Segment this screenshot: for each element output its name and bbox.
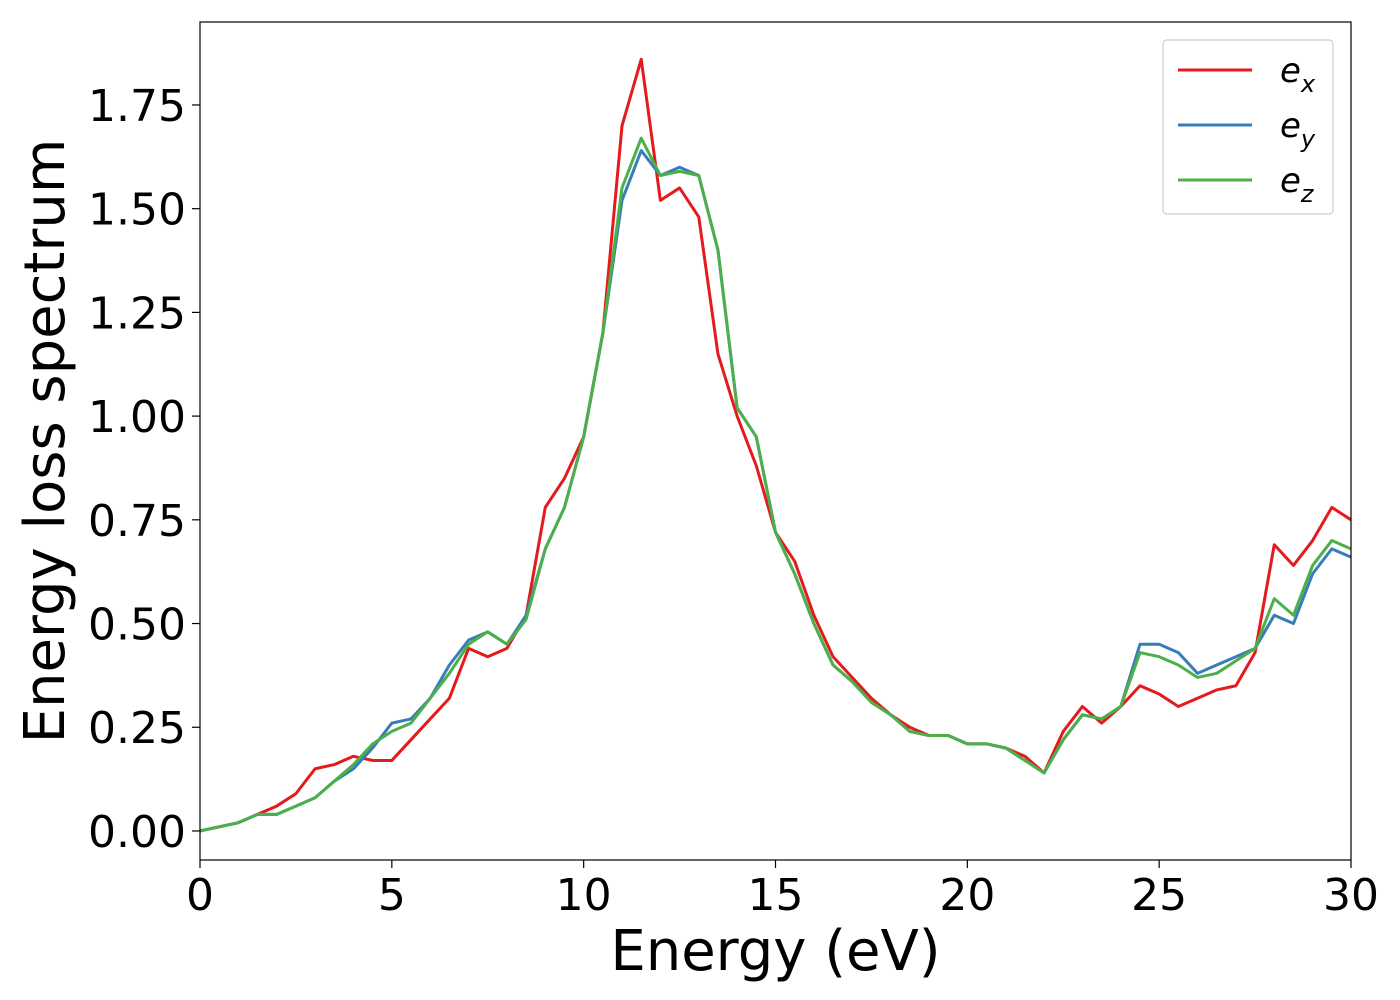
y-axis: 0.00 0.25 0.50 0.75 1.00 1.25 1.50 1.75 — [88, 81, 200, 858]
x-tick-label: 0 — [186, 870, 214, 921]
x-tick-label: 25 — [1131, 870, 1187, 921]
y-axis-label: Energy loss spectrum — [13, 139, 78, 744]
series-line-z — [200, 136, 1351, 833]
x-tick-label: 5 — [378, 870, 406, 921]
y-tick-label: 1.50 — [88, 185, 186, 236]
y-tick-label: 1.75 — [88, 81, 186, 132]
x-tick-label: 10 — [556, 870, 612, 921]
x-tick-label: 20 — [939, 870, 995, 921]
legend: ex ey ez — [1162, 39, 1334, 215]
series-layer — [200, 57, 1351, 833]
y-tick-label: 0.75 — [88, 496, 186, 547]
legend-label-x: ex — [1280, 51, 1316, 98]
y-tick-label: 0.25 — [88, 703, 186, 754]
x-axis: 0 5 10 15 20 25 30 — [186, 860, 1379, 921]
y-tick-label: 1.25 — [88, 288, 186, 339]
y-tick-label: 0.50 — [88, 600, 186, 651]
x-tick-label: 30 — [1323, 870, 1379, 921]
x-tick-label: 15 — [748, 870, 804, 921]
y-tick-label: 1.00 — [88, 392, 186, 443]
x-axis-label: Energy (eV) — [610, 919, 940, 984]
legend-label-z: ez — [1280, 161, 1315, 208]
y-tick-label: 0.00 — [88, 807, 186, 858]
legend-label-y: ey — [1280, 106, 1316, 153]
legend-box — [1162, 39, 1334, 215]
